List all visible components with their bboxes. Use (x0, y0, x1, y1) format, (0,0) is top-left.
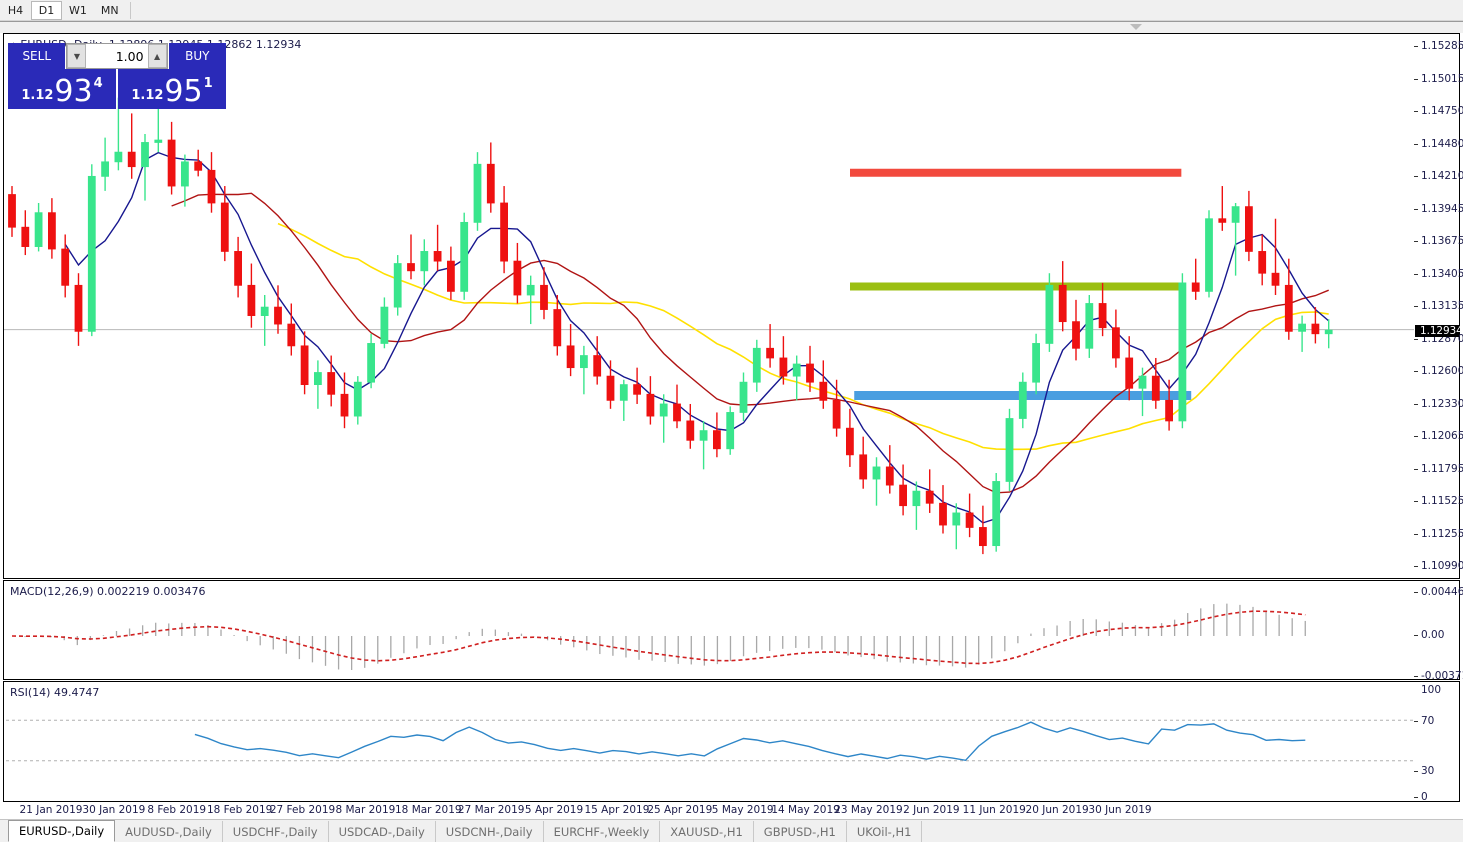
rsi-axis[interactable]: 100 70 30 0 (1414, 682, 1459, 803)
chart-tab-eurusd-daily[interactable]: EURUSD-,Daily (8, 820, 116, 842)
chart-tab-xauusd-h1[interactable]: XAUUSD-,H1 (660, 821, 754, 842)
buy-price-prefix: 1.12 (131, 88, 164, 103)
chart-tab-ukoil-h1[interactable]: UKOil-,H1 (847, 821, 923, 842)
one-click-trade-panel[interactable]: SELL ▼ 1.00 ▲ BUY 1.12 93 4 1.12 95 1 (8, 43, 227, 109)
sell-price-fraction: 4 (93, 76, 103, 91)
chart-tab-usdcad-daily[interactable]: USDCAD-,Daily (329, 821, 436, 842)
price-pane[interactable]: ▲ EURUSD-,Daily 1.12896 1.12945 1.12862 … (3, 33, 1463, 579)
trade-panel-prices: 1.12 93 4 1.12 95 1 (8, 69, 226, 109)
rsi-chart (6, 719, 1414, 762)
price-axis-tick: 1.10990 (1414, 561, 1463, 572)
chart-tab-gbpusd-h1[interactable]: GBPUSD-,H1 (754, 821, 847, 842)
price-axis-tick: 1.11255 (1414, 528, 1463, 540)
price-axis-tick: 1.12600 (1414, 366, 1463, 377)
price-candlestick-chart (4, 91, 1414, 555)
rsi-axis-tick: 30 (1414, 766, 1459, 777)
sell-button[interactable]: SELL (8, 43, 66, 69)
price-axis-tick: 1.14750 (1414, 106, 1463, 117)
volume-stepper[interactable]: ▼ 1.00 ▲ (66, 43, 168, 69)
chart-tab-usdcnh-daily[interactable]: USDCNH-,Daily (436, 821, 544, 842)
macd-axis-tick: 0.00 (1414, 630, 1459, 641)
date-axis-tick: 2 Jun 2019 (903, 804, 960, 816)
date-axis-tick: 27 Feb 2019 (269, 804, 336, 816)
price-plot-area[interactable] (4, 34, 1414, 578)
chart-panes: ▲ EURUSD-,Daily 1.12896 1.12945 1.12862 … (3, 33, 1463, 820)
volume-input[interactable]: 1.00 (86, 44, 148, 68)
chevron-down-icon[interactable] (1130, 24, 1142, 30)
chart-tab-audusd-daily[interactable]: AUDUSD-,Daily (115, 821, 223, 842)
macd-axis-tick: 0.004465 (1414, 587, 1463, 598)
price-axis-tick: 1.11795 (1414, 463, 1463, 475)
price-axis-tick: 1.13135 (1414, 301, 1463, 312)
price-axis-tick: 1.12330 (1414, 398, 1463, 410)
trade-panel-top-row: SELL ▼ 1.00 ▲ BUY (8, 43, 227, 69)
date-axis-tick: 20 Jun 2019 (1025, 804, 1089, 816)
timeframe-toolbar: H4 D1 W1 MN (0, 0, 1463, 21)
volume-increment-icon[interactable]: ▲ (147, 44, 167, 68)
date-axis-tick: 21 Jan 2019 (19, 804, 83, 816)
price-axis-tick: 1.14210 (1414, 171, 1463, 182)
date-axis-tick: 5 May 2019 (711, 804, 774, 816)
sell-price-display[interactable]: 1.12 93 4 (8, 69, 116, 109)
date-axis-tick: 14 May 2019 (771, 804, 840, 816)
timeframe-h4[interactable]: H4 (7, 3, 24, 17)
price-axis-tick: 1.14480 (1414, 138, 1463, 150)
macd-axis[interactable]: 0.004465 0.00 -0.003715 (1414, 581, 1463, 682)
price-axis-tick: 1.13945 (1414, 203, 1463, 215)
buy-price-main: 95 (164, 74, 203, 109)
price-axis-tick: 1.12065 (1414, 431, 1463, 442)
date-axis-tick: 11 Jun 2019 (962, 804, 1026, 816)
macd-label: MACD(12,26,9) 0.002219 0.003476 (10, 585, 206, 598)
price-axis-tick: 1.13675 (1414, 236, 1463, 247)
price-axis-tick: 1.12870 (1414, 333, 1463, 345)
macd-chart (11, 603, 1306, 670)
volume-decrement-icon[interactable]: ▼ (67, 44, 87, 68)
buy-price-display[interactable]: 1.12 95 1 (118, 69, 226, 109)
price-axis-tick: 1.15015 (1414, 73, 1463, 85)
rsi-axis-tick: 70 (1414, 716, 1459, 727)
rsi-axis-tick: 100 (1421, 684, 1442, 696)
sell-price-prefix: 1.12 (21, 88, 54, 103)
date-axis: 21 Jan 2019 30 Jan 2019 8 Feb 2019 18 Feb 2… (3, 803, 1460, 820)
date-axis-tick: 25 Apr 2019 (647, 804, 713, 816)
timeframe-d1[interactable]: D1 (31, 0, 62, 20)
rsi-pane[interactable]: RSI(14) 49.4747 100 70 30 0 (3, 681, 1460, 803)
current-price-badge: 1.12934 (1415, 324, 1463, 337)
macd-pane[interactable]: MACD(12,26,9) 0.002219 0.003476 0.004465… (3, 580, 1463, 682)
date-axis-tick: 18 Mar 2019 (394, 804, 462, 816)
chart-tab-eurchf-weekly[interactable]: EURCHF-,Weekly (544, 821, 661, 842)
price-axis-tick: 1.15285 (1414, 41, 1463, 52)
rsi-label: RSI(14) 49.4747 (10, 686, 100, 699)
chart-tab-usdchf-daily[interactable]: USDCHF-,Daily (223, 821, 329, 842)
date-axis-tick: 8 Mar 2019 (335, 804, 396, 816)
chart-window: ▲ EURUSD-,Daily 1.12896 1.12945 1.12862 … (0, 21, 1463, 820)
timeframe-mn[interactable]: MN (100, 3, 119, 17)
chart-scroll-area[interactable] (0, 22, 1463, 33)
date-axis-tick: 18 Feb 2019 (206, 804, 273, 816)
date-axis-tick: 8 Feb 2019 (147, 804, 207, 816)
rsi-axis-tick: 0 (1414, 792, 1459, 803)
macd-axis-tick: -0.003715 (1414, 671, 1463, 682)
date-axis-tick: 30 Jun 2019 (1088, 804, 1152, 816)
buy-button[interactable]: BUY (168, 43, 227, 69)
timeframe-w1[interactable]: W1 (69, 3, 87, 17)
date-axis-tick: 30 Jan 2019 (82, 804, 146, 816)
chart-tab-bar: EURUSD-,Daily AUDUSD-,Daily USDCHF-,Daily U… (0, 819, 1463, 842)
date-axis-tick: 15 Apr 2019 (584, 804, 650, 816)
date-axis-tick: 23 May 2019 (834, 804, 903, 816)
date-axis-tick: 27 Mar 2019 (457, 804, 525, 816)
toolbar-divider (129, 1, 131, 19)
macd-plot-area[interactable] (4, 581, 1414, 679)
rsi-plot-area[interactable] (4, 682, 1414, 801)
price-axis[interactable]: 1.15285 1.15015 1.14750 1.14480 1.14210 1.139… (1414, 34, 1463, 578)
buy-price-fraction: 1 (203, 76, 213, 91)
price-axis-tick: 1.11525 (1414, 496, 1463, 507)
price-axis-tick: 1.13405 (1414, 268, 1463, 280)
date-axis-tick: 5 Apr 2019 (524, 804, 584, 816)
sell-price-main: 93 (54, 74, 93, 109)
